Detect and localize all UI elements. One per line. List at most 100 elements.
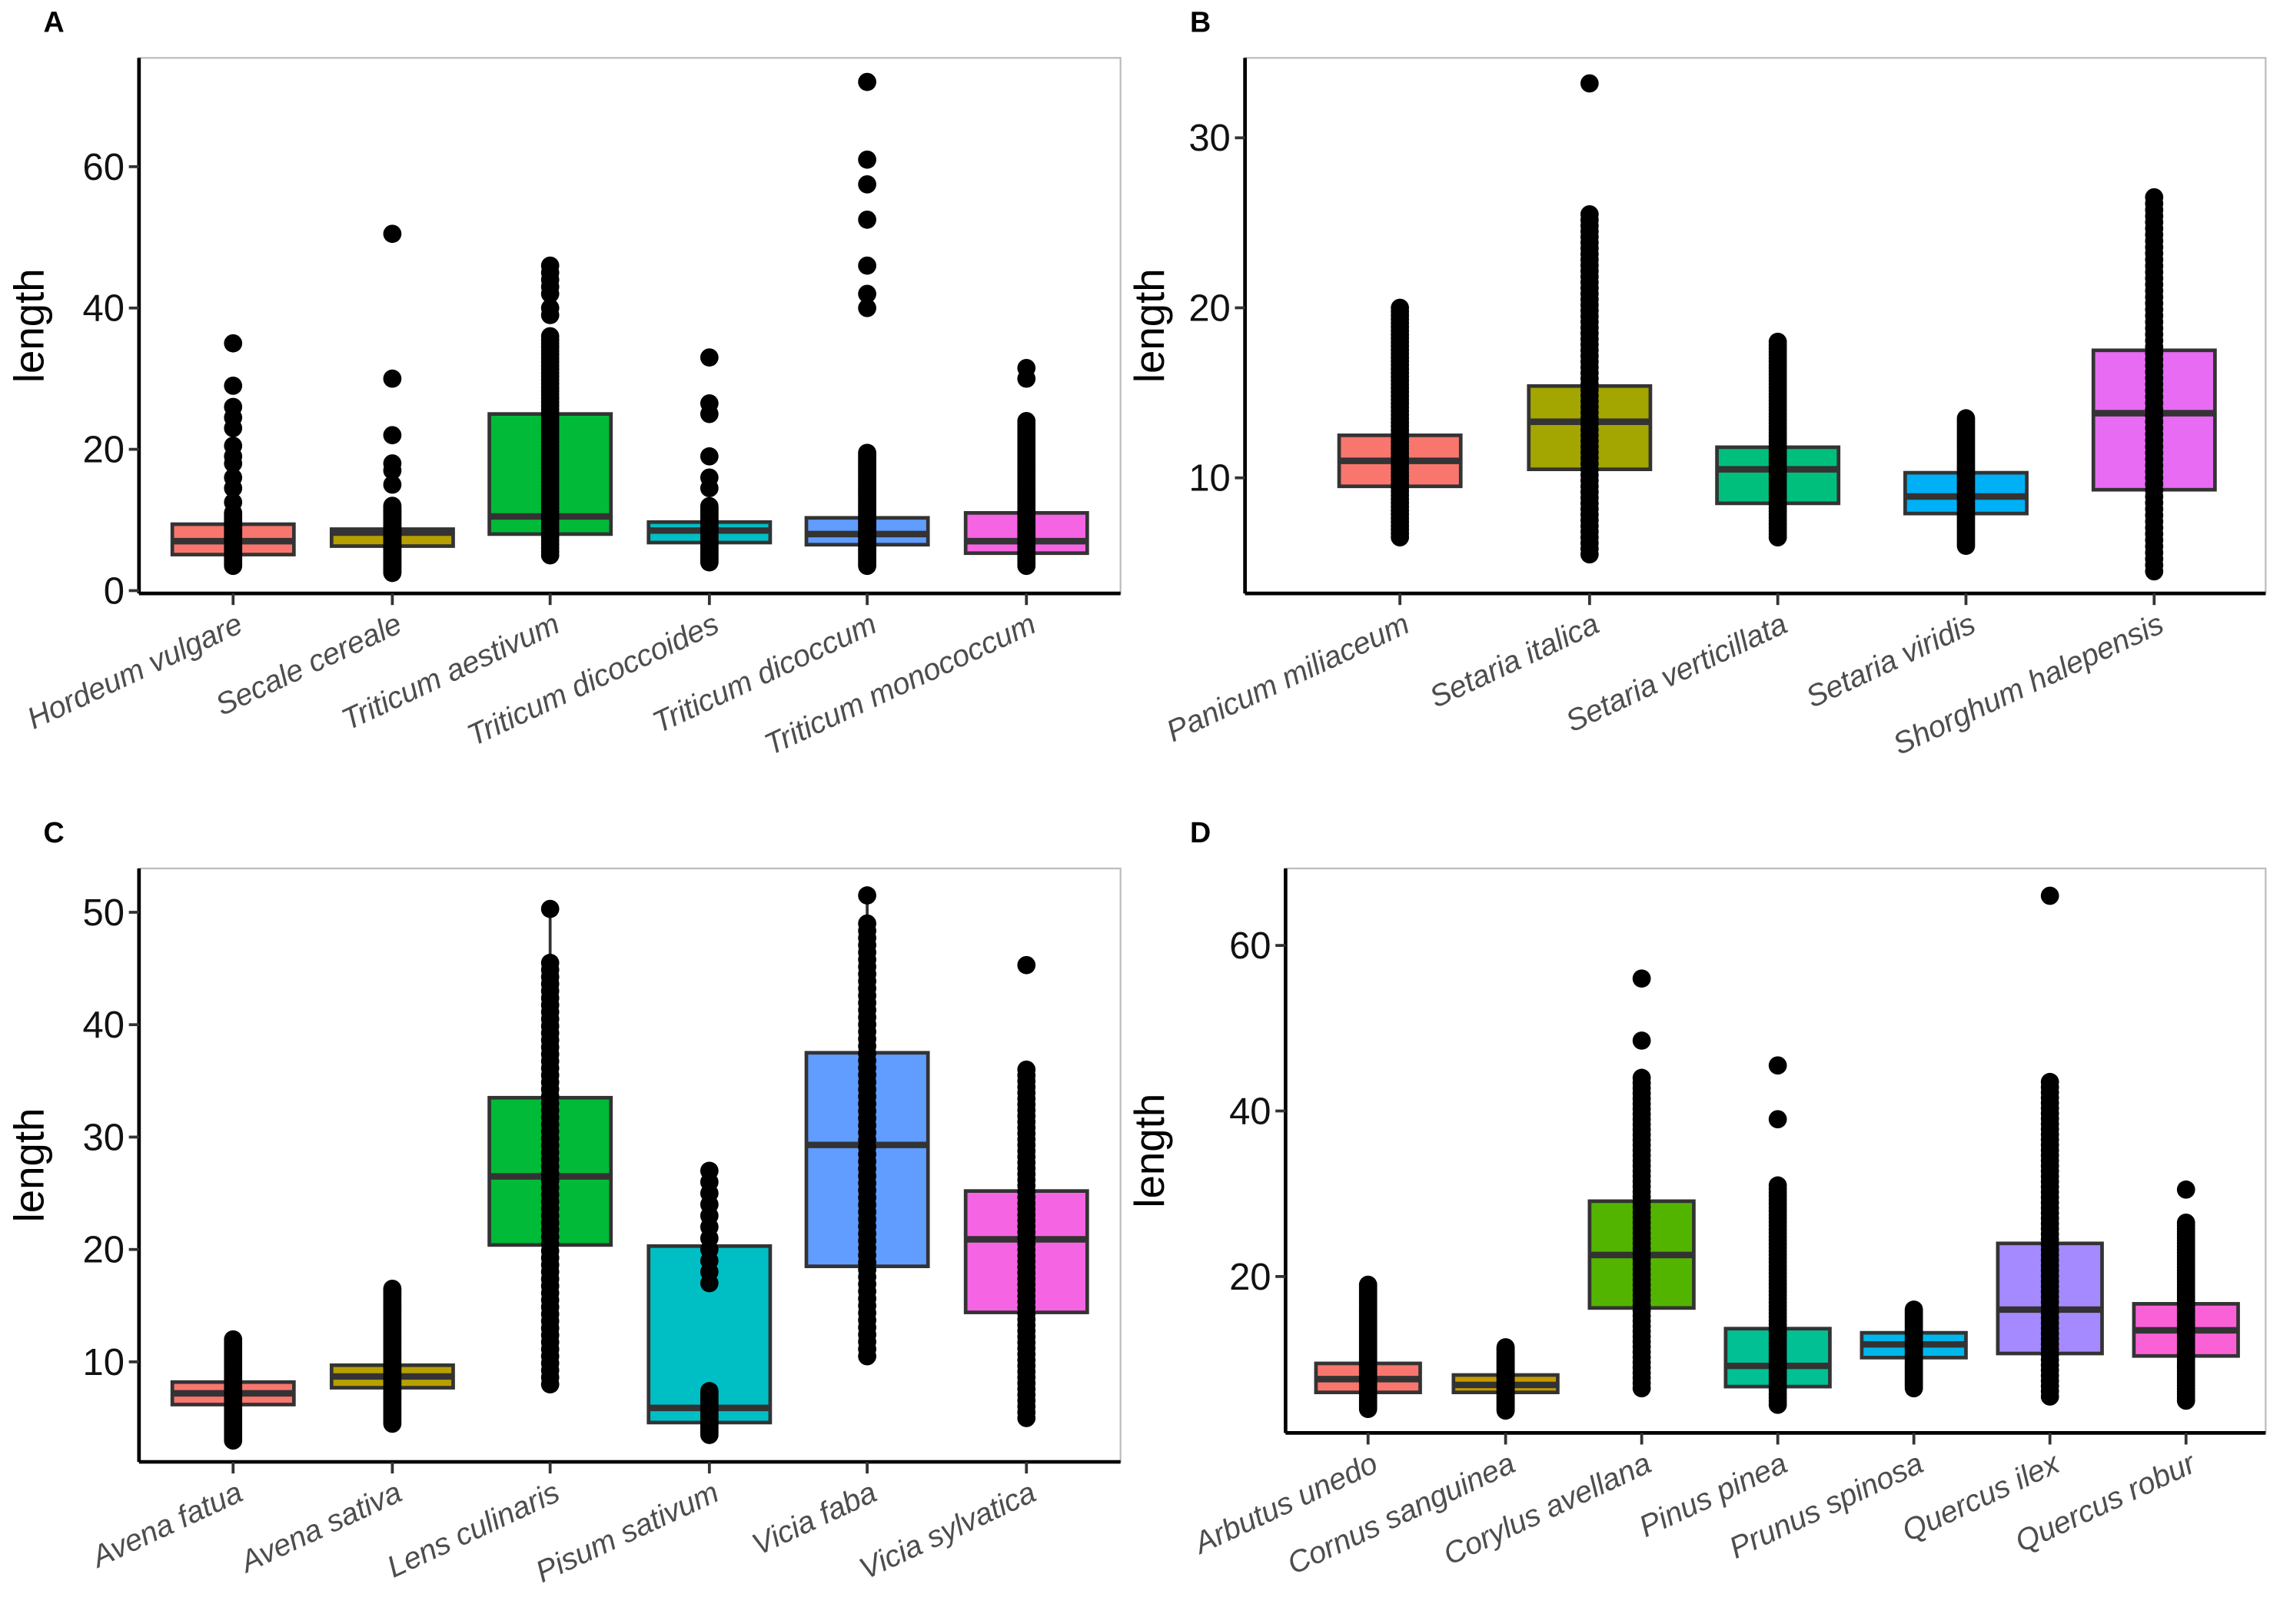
data-point bbox=[858, 72, 876, 91]
box-quercus-ilex bbox=[1996, 886, 2104, 1406]
data-point bbox=[1632, 969, 1651, 988]
data-point bbox=[1768, 1056, 1787, 1075]
data-point bbox=[1017, 1060, 1036, 1079]
y-tick-label: 40 bbox=[83, 288, 125, 330]
data-point bbox=[540, 327, 560, 346]
data-point bbox=[383, 369, 402, 388]
box-setaria-italica bbox=[1527, 74, 1653, 564]
box-vicia-faba bbox=[804, 886, 930, 1366]
y-tick-label: 30 bbox=[1188, 118, 1230, 159]
data-point bbox=[2040, 886, 2059, 905]
y-tick-label: 40 bbox=[83, 1005, 125, 1046]
data-point bbox=[700, 394, 719, 413]
x-tick-label: Avena sativa bbox=[234, 1475, 407, 1579]
data-point bbox=[2145, 188, 2164, 207]
box-vicia-sylvatica bbox=[963, 955, 1089, 1427]
data-point bbox=[858, 256, 876, 275]
data-point bbox=[1017, 411, 1036, 430]
data-point bbox=[858, 284, 876, 304]
data-point bbox=[700, 468, 719, 487]
panel-letter: A bbox=[44, 5, 65, 38]
x-tick-label: Vicia sylvatica bbox=[854, 1475, 1041, 1586]
box-hordeum-vulgare bbox=[170, 334, 296, 576]
box-shorghum-halepensis bbox=[2091, 188, 2217, 581]
panel-letter: C bbox=[44, 816, 65, 849]
data-point bbox=[224, 493, 243, 512]
box-setaria-verticillata bbox=[1715, 332, 1841, 546]
box-setaria-viridis bbox=[1903, 409, 2029, 556]
data-point bbox=[1768, 332, 1787, 351]
data-point bbox=[540, 899, 560, 918]
box-arbutus-unedo bbox=[1314, 1275, 1422, 1419]
y-tick-label: 20 bbox=[83, 430, 125, 471]
box-pinus-pinea bbox=[1723, 1056, 1832, 1414]
x-tick-label: Vicia faba bbox=[747, 1475, 882, 1562]
plot-background bbox=[138, 867, 1122, 1463]
data-point bbox=[1391, 298, 1409, 317]
box-corylus-avellana bbox=[1587, 969, 1696, 1398]
x-tick-label: Pisum sativum bbox=[530, 1475, 724, 1589]
data-point bbox=[1358, 1275, 1378, 1294]
box-triticum-dicoccum bbox=[804, 72, 930, 576]
data-point bbox=[224, 437, 243, 455]
data-point bbox=[700, 496, 719, 516]
y-tick-label: 10 bbox=[83, 1342, 125, 1383]
data-point bbox=[700, 1382, 719, 1400]
data-point bbox=[858, 150, 876, 169]
box-triticum-dicoccoides bbox=[646, 348, 773, 572]
box-avena-sativa bbox=[329, 1280, 455, 1433]
data-point bbox=[224, 1330, 243, 1349]
data-point bbox=[858, 443, 876, 463]
data-point bbox=[383, 475, 402, 494]
data-point bbox=[1956, 409, 1976, 428]
x-tick-label: Triticum monococcum bbox=[759, 606, 1041, 762]
data-point bbox=[858, 210, 876, 229]
y-tick-label: 20 bbox=[1229, 1257, 1271, 1298]
data-point bbox=[1017, 359, 1036, 377]
data-point bbox=[858, 298, 876, 317]
y-axis-title: length bbox=[6, 1108, 53, 1223]
y-tick-label: 20 bbox=[83, 1230, 125, 1271]
data-point bbox=[540, 256, 560, 275]
data-point bbox=[224, 397, 243, 417]
data-point bbox=[1580, 204, 1599, 224]
data-point bbox=[858, 175, 876, 194]
data-point bbox=[2176, 1180, 2195, 1199]
data-point bbox=[1632, 1031, 1651, 1050]
data-point bbox=[700, 1161, 719, 1181]
data-point bbox=[858, 914, 876, 933]
data-point bbox=[1496, 1338, 1515, 1357]
y-tick-label: 40 bbox=[1229, 1091, 1271, 1132]
box-lens-culinaris bbox=[487, 899, 613, 1394]
data-point bbox=[540, 298, 560, 317]
data-point bbox=[2176, 1214, 2195, 1232]
x-tick-label: Avena fatua bbox=[85, 1475, 248, 1575]
y-tick-label: 30 bbox=[83, 1117, 125, 1158]
y-axis-title: length bbox=[1126, 1094, 1173, 1208]
plot-background bbox=[138, 57, 1122, 595]
data-point bbox=[383, 496, 402, 516]
panel-letter: B bbox=[1190, 5, 1211, 38]
box-triticum-aestivum bbox=[487, 256, 613, 565]
data-point bbox=[1017, 955, 1036, 975]
x-tick-label: Cornus sanguinea bbox=[1282, 1446, 1520, 1581]
data-point bbox=[383, 454, 402, 473]
y-tick-label: 20 bbox=[1188, 287, 1230, 329]
x-tick-label: Setaria italica bbox=[1424, 606, 1604, 714]
data-point bbox=[224, 468, 243, 487]
box-panicum-miliaceum bbox=[1337, 298, 1463, 546]
data-point bbox=[1904, 1300, 1923, 1319]
y-tick-label: 50 bbox=[83, 892, 125, 934]
y-axis-title: length bbox=[1126, 268, 1173, 383]
box-triticum-monococcum bbox=[963, 359, 1089, 576]
data-point bbox=[1632, 1068, 1651, 1088]
data-point bbox=[540, 953, 560, 972]
data-point bbox=[2040, 1072, 2059, 1091]
y-tick-label: 10 bbox=[1188, 458, 1230, 500]
x-tick-label: Hordeum vulgare bbox=[22, 606, 248, 736]
box-quercus-robur bbox=[2132, 1180, 2240, 1410]
x-tick-label: Panicum miliaceum bbox=[1162, 606, 1414, 749]
